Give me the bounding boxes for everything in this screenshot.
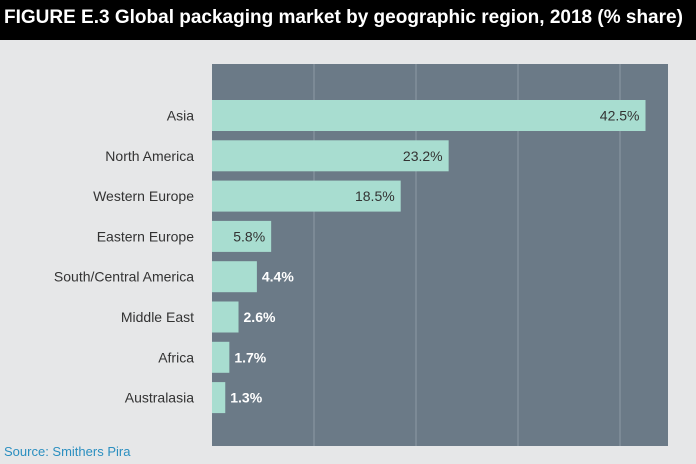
value-label: 2.6%: [244, 309, 276, 325]
value-label: 18.5%: [355, 188, 395, 204]
category-label: North America: [105, 148, 194, 164]
title-bar: FIGURE E.3 Global packaging market by ge…: [0, 0, 696, 40]
bar: [212, 140, 449, 172]
category-label: Western Europe: [93, 188, 194, 204]
category-label: Eastern Europe: [97, 228, 194, 244]
value-label: 23.2%: [403, 148, 443, 164]
value-label: 4.4%: [262, 269, 294, 285]
bar: [212, 220, 272, 252]
value-label: 1.7%: [234, 349, 266, 365]
category-label: Africa: [158, 349, 194, 365]
value-label: 5.8%: [233, 228, 265, 244]
category-labels: Asia North America Western Europe Eastern E…: [54, 108, 194, 406]
bar: [212, 261, 257, 293]
bars: [212, 100, 646, 414]
category-label: Australasia: [125, 390, 194, 406]
category-label: Asia: [167, 108, 194, 124]
bar: [212, 341, 230, 373]
value-label: 1.3%: [230, 390, 262, 406]
bar: [212, 301, 239, 333]
bar: [212, 382, 226, 414]
bar: [212, 100, 646, 131]
category-label: Middle East: [121, 309, 194, 325]
source-note: Source: Smithers Pira: [4, 444, 131, 459]
chart-title: FIGURE E.3 Global packaging market by ge…: [4, 7, 683, 28]
category-label: South/Central America: [54, 269, 194, 285]
value-label: 42.5%: [600, 108, 640, 124]
bar: [212, 180, 401, 212]
value-labels: 42.5% 23.2% 18.5% 5.8% 4.4% 2.6% 1.7% 1.3%: [230, 108, 639, 406]
